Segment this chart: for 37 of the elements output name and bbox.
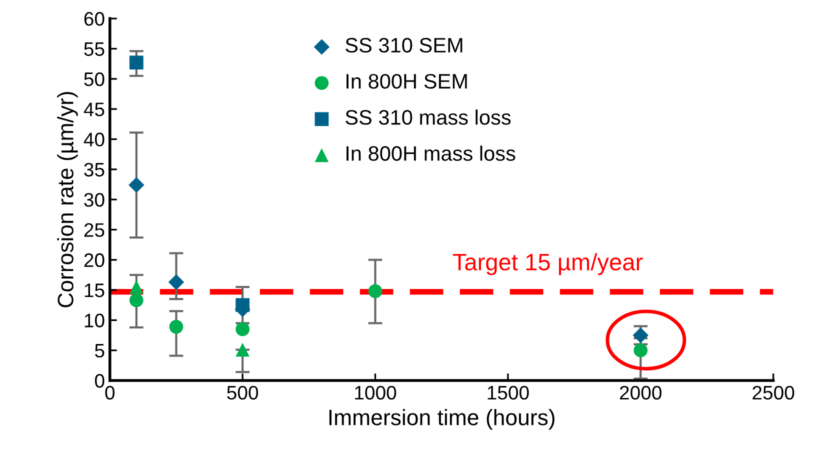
legend-label: In 800H SEM [346, 74, 467, 89]
y-tick-label: 25 [84, 223, 104, 237]
y-tick-label: 30 [84, 192, 104, 207]
x-tick-label: 1000 [355, 386, 396, 400]
point [368, 284, 382, 298]
x-axis-title: Immersion time (hours) [329, 409, 554, 430]
y-tick-label: 40 [84, 132, 104, 146]
point [128, 177, 144, 193]
y-tick-label: 60 [84, 12, 104, 26]
point [129, 293, 144, 308]
y-tick-label: 50 [84, 72, 104, 86]
point [169, 320, 184, 334]
legend-label: SS 310 mass loss [346, 109, 511, 125]
y-tick-label: 20 [84, 253, 104, 268]
point [168, 274, 184, 290]
point [634, 343, 648, 358]
ref-line-label: Target 15 µm/year [452, 253, 643, 276]
y-tick-label: 10 [84, 314, 104, 328]
y-axis-title: Corrosion rate (µm/yr) [57, 92, 78, 308]
point [236, 342, 250, 357]
x-tick-label: 2000 [620, 386, 662, 400]
point [236, 298, 250, 312]
legend-label: In 800H mass loss [346, 146, 516, 161]
legend-label: SS 310 SEM [346, 38, 462, 53]
x-tick-label: 2500 [752, 386, 794, 400]
x-tick-label: 0 [105, 386, 115, 400]
y-tick-label: 55 [84, 42, 104, 56]
point [236, 322, 250, 336]
y-tick-label: 0 [94, 374, 104, 388]
y-tick-label: 5 [94, 344, 104, 358]
y-tick-label: 35 [84, 162, 104, 177]
x-tick-label: 1500 [488, 386, 529, 400]
point [129, 56, 144, 70]
point [129, 280, 144, 294]
x-tick-label: 500 [227, 386, 258, 400]
y-tick-label: 45 [84, 102, 104, 116]
y-tick-label: 15 [84, 284, 104, 298]
